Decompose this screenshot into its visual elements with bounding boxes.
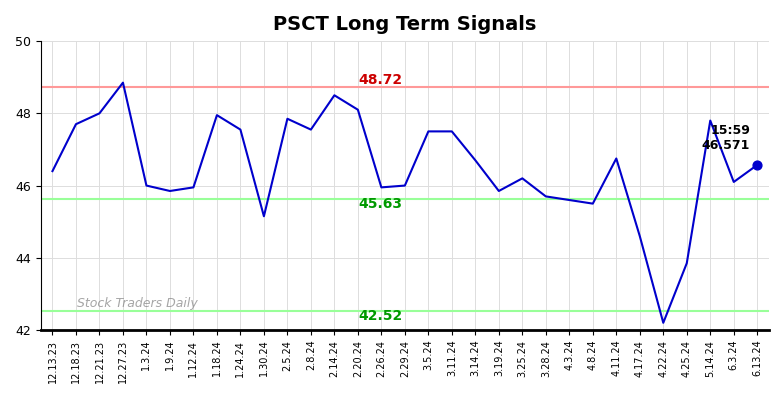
Text: 45.63: 45.63 — [358, 197, 402, 211]
Text: 48.72: 48.72 — [358, 74, 402, 88]
Title: PSCT Long Term Signals: PSCT Long Term Signals — [273, 15, 536, 34]
Point — [751, 162, 764, 168]
Text: 15:59
46.571: 15:59 46.571 — [702, 124, 750, 152]
Text: Stock Traders Daily: Stock Traders Daily — [77, 297, 198, 310]
Text: 42.52: 42.52 — [358, 309, 402, 323]
